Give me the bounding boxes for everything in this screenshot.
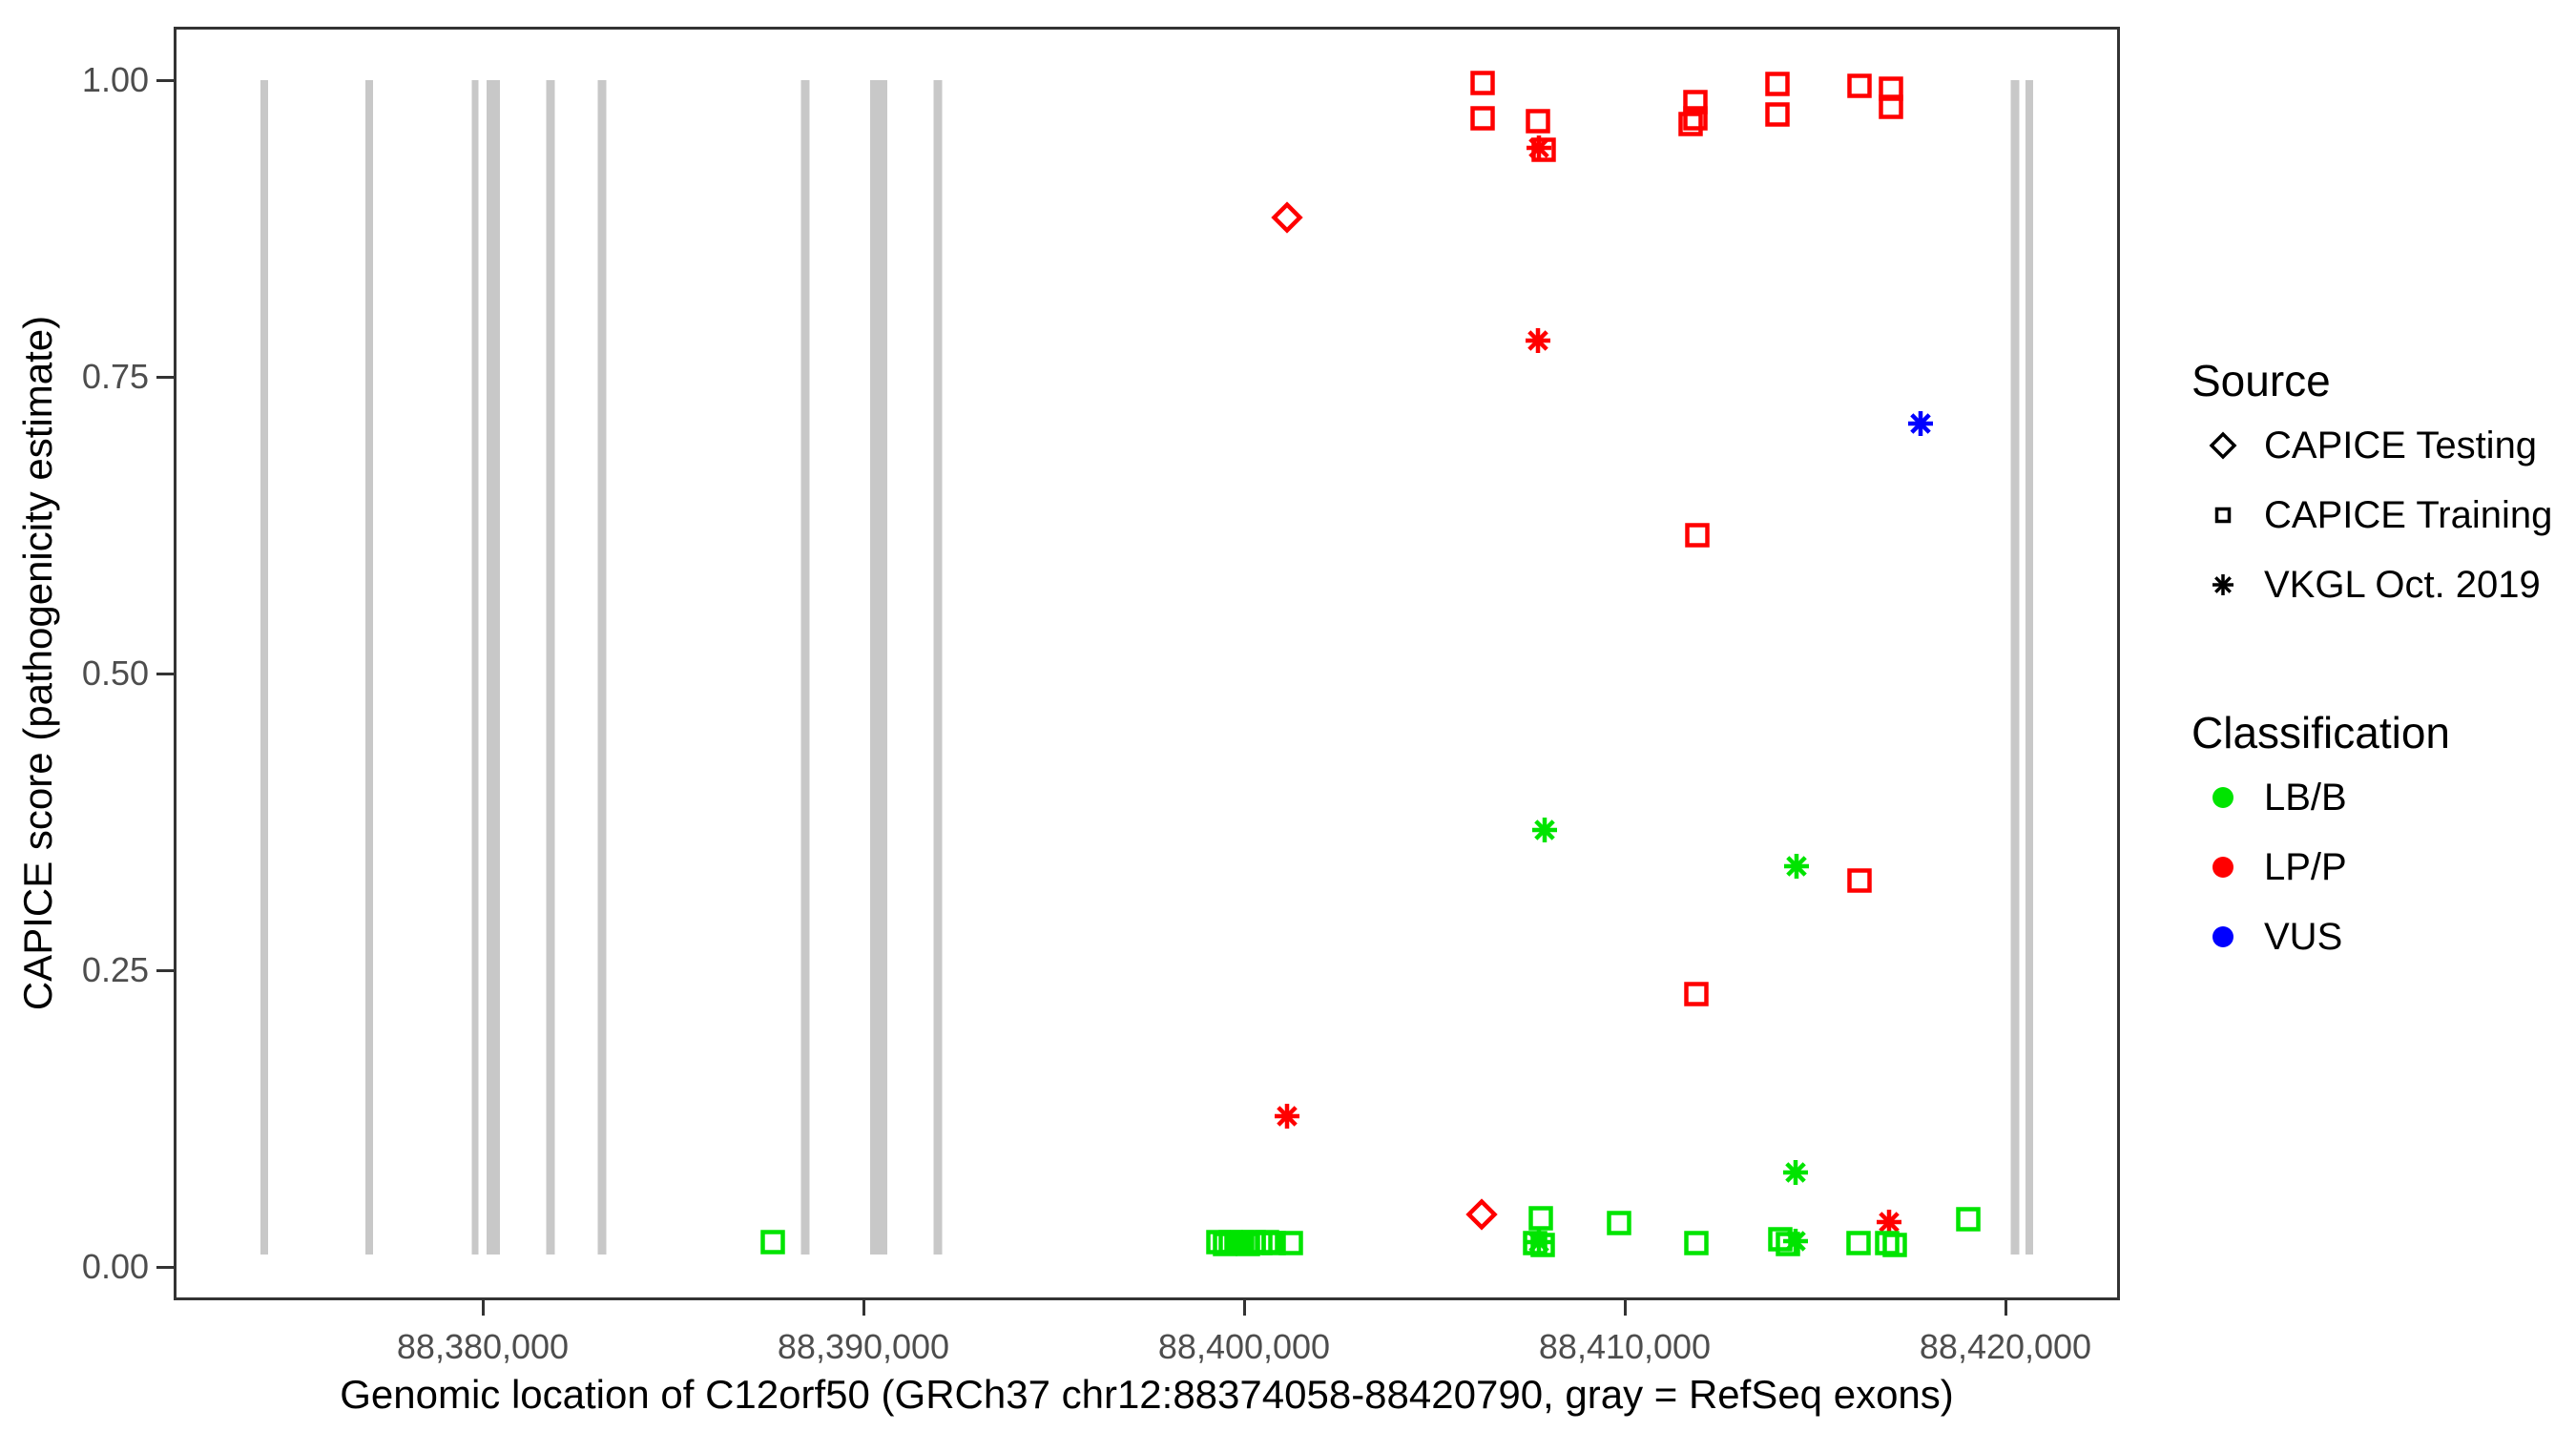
y-tick-mark: [156, 375, 174, 379]
data-point: [1879, 94, 1903, 119]
y-tick-label: 0.00: [81, 1247, 149, 1286]
legend-item-label: CAPICE Training: [2264, 493, 2553, 536]
refseq-exon-bar: [546, 80, 555, 1255]
y-tick-mark: [156, 78, 174, 82]
x-tick-mark: [481, 1300, 485, 1316]
data-point: [1465, 1198, 1498, 1231]
refseq-exon-bar: [933, 80, 943, 1255]
legend-item-label: VKGL Oct. 2019: [2264, 563, 2541, 606]
refseq-exon-bar: [2010, 80, 2020, 1255]
data-point: [1765, 72, 1790, 96]
y-axis-title: CAPICE score (pathogenicity estimate): [15, 315, 60, 1011]
refseq-exon-bar: [2025, 80, 2033, 1255]
x-tick-label: 88,400,000: [1157, 1327, 1331, 1366]
x-tick-mark: [1242, 1300, 1246, 1316]
data-point: [1261, 1231, 1286, 1255]
data-point: [1765, 102, 1790, 127]
legend-item-label: LP/P: [2264, 845, 2347, 888]
x-tick-label: 88,410,000: [1538, 1327, 1712, 1366]
y-tick-mark: [156, 672, 174, 675]
x-tick-label: 88,420,000: [1919, 1327, 2092, 1366]
data-point: [1956, 1207, 1981, 1232]
refseq-exon-bar: [800, 80, 810, 1255]
data-point: [1271, 201, 1303, 234]
data-point: [1768, 1227, 1793, 1252]
x-tick-mark: [2004, 1300, 2007, 1316]
data-point: [1530, 1233, 1555, 1257]
green-dot-icon: [2202, 777, 2244, 819]
x-tick-label: 88,380,000: [396, 1327, 570, 1366]
x-tick-mark: [1623, 1300, 1627, 1316]
legend-item-lbb: LB/B: [2202, 774, 2347, 821]
legend-item-label: LB/B: [2264, 776, 2347, 819]
data-point: [1684, 1231, 1709, 1255]
legend-item-lpp: LP/P: [2202, 843, 2347, 891]
refseq-exon-bar: [487, 80, 500, 1255]
data-point: [1526, 328, 1550, 353]
legend-item-vus: VUS: [2202, 913, 2342, 961]
data-point: [760, 1230, 785, 1255]
data-point: [1278, 1231, 1303, 1255]
asterisk-icon: [2202, 564, 2244, 606]
legend-item-capice-training: CAPICE Training: [2202, 491, 2552, 539]
data-point: [1470, 106, 1495, 131]
data-point: [1784, 854, 1809, 879]
y-tick-label: 0.50: [81, 653, 149, 693]
data-point: [1684, 982, 1709, 1006]
data-point: [1275, 1104, 1299, 1129]
y-tick-mark: [156, 1265, 174, 1269]
data-point: [1783, 1160, 1808, 1185]
y-tick-label: 1.00: [81, 60, 149, 99]
data-point: [1882, 1233, 1907, 1257]
data-point: [1685, 523, 1710, 548]
diamond-icon: [2202, 425, 2244, 467]
data-point: [1526, 109, 1550, 134]
blue-dot-icon: [2202, 916, 2244, 958]
data-point: [1847, 73, 1872, 98]
legend-item-vkgl: VKGL Oct. 2019: [2202, 561, 2541, 609]
y-tick-mark: [156, 968, 174, 972]
data-point: [1847, 868, 1872, 893]
square-icon: [2202, 494, 2244, 536]
refseq-exon-bar: [870, 80, 887, 1255]
data-point: [1470, 71, 1495, 95]
legend-item-label: CAPICE Testing: [2264, 424, 2538, 467]
data-point: [1776, 1232, 1800, 1256]
data-point: [1908, 411, 1933, 436]
data-point: [1607, 1211, 1631, 1235]
data-point: [1846, 1231, 1871, 1255]
red-dot-icon: [2202, 846, 2244, 888]
refseq-exon-bar: [597, 80, 607, 1255]
data-point: [1877, 1210, 1901, 1234]
x-tick-label: 88,390,000: [777, 1327, 950, 1366]
data-point: [1683, 106, 1708, 131]
legend-source-title: Source: [2192, 356, 2331, 405]
y-tick-label: 0.75: [81, 357, 149, 396]
data-point: [1527, 135, 1551, 160]
legend-classification-title: Classification: [2192, 708, 2450, 757]
data-point: [1532, 818, 1557, 842]
legend-item-capice-testing: CAPICE Testing: [2202, 422, 2537, 469]
data-point: [1528, 1206, 1553, 1231]
refseq-exon-bar: [365, 80, 373, 1255]
x-tick-mark: [862, 1300, 865, 1316]
refseq-exon-bar: [471, 80, 479, 1255]
legend-item-label: VUS: [2264, 915, 2343, 958]
x-axis-title: Genomic location of C12orf50 (GRCh37 chr…: [340, 1372, 1954, 1417]
data-point: [1678, 112, 1703, 136]
refseq-exon-bar: [260, 80, 268, 1255]
y-tick-label: 0.25: [81, 950, 149, 989]
